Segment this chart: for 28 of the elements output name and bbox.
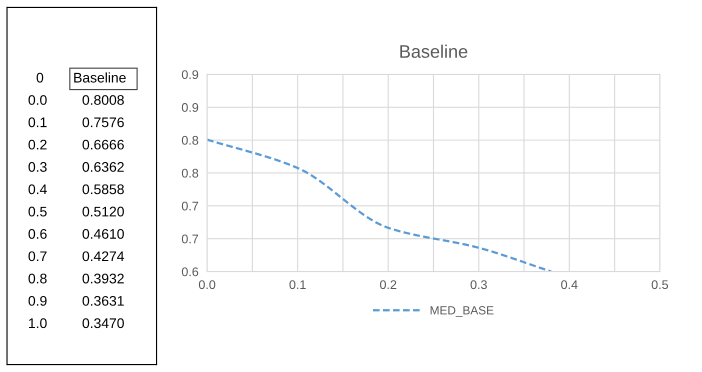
x-tick-label: 0.5: [652, 280, 668, 290]
chart-title: Baseline: [400, 44, 468, 58]
y-tick-label: 0.9: [182, 103, 198, 112]
text: 0.8 0.3932: [28, 274, 124, 284]
text: Baseline: [74, 72, 126, 83]
x-tick-label: 0.2: [380, 280, 396, 290]
legend-label: MED_BASE: [430, 306, 494, 317]
y-tick-label: 0.9: [182, 70, 198, 80]
text: 0.2 0.6666: [28, 140, 124, 150]
x-tick-label: 0.4: [561, 280, 578, 290]
text: 0.1 0.7576: [28, 117, 124, 128]
text: 0.6 0.4610: [28, 228, 124, 239]
y-tick-label: 0.6: [182, 267, 198, 276]
text: 0.5 0.5120: [28, 206, 124, 217]
text: 0.4 0.5858: [28, 184, 124, 194]
y-tick-label: 0.8: [182, 136, 198, 145]
x-tick-label: 0.3: [470, 280, 487, 290]
text: 1.0 0.3470: [29, 318, 124, 328]
y-tick-label: 0.8: [182, 168, 198, 178]
text: 0: [36, 72, 44, 83]
x-tick-label: 0.1: [289, 280, 306, 290]
text: 0.7 0.4274: [28, 251, 124, 262]
y-tick-label: 0.7: [182, 234, 198, 244]
text: 0.9 0.3631: [28, 296, 124, 306]
y-tick-label: 0.7: [182, 202, 198, 210]
x-tick-label: 0.0: [198, 280, 216, 290]
text: 0.3 0.6362: [28, 162, 124, 172]
text: 0.0 0.8008: [28, 95, 124, 105]
